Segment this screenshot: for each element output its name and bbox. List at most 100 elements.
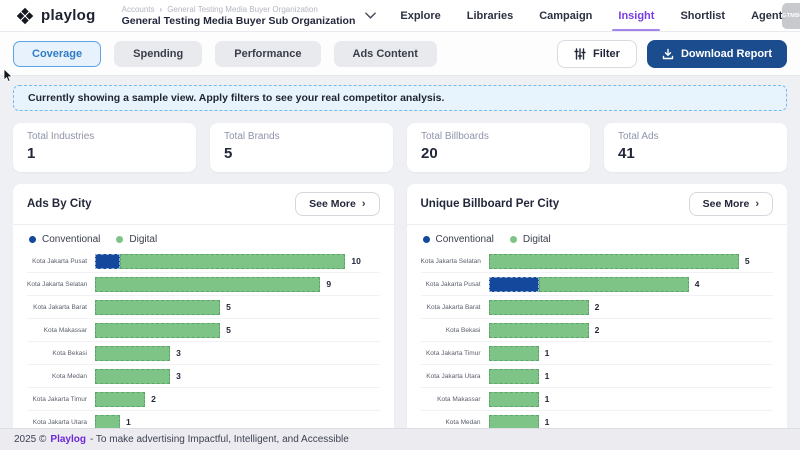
breadcrumb: Accounts › General Testing Media Buyer O… bbox=[122, 5, 356, 14]
legend-label: Conventional bbox=[436, 234, 494, 245]
tab-spending[interactable]: Spending bbox=[114, 41, 202, 67]
bar-row: Kota Jakarta Pusat10 bbox=[27, 250, 380, 273]
bar-category-label: Kota Bekasi bbox=[27, 350, 95, 357]
stat-value: 20 bbox=[421, 145, 576, 162]
bar-segment-digital[interactable] bbox=[489, 254, 739, 269]
bar-segment-digital[interactable] bbox=[489, 369, 539, 384]
chevron-right-icon: › bbox=[755, 198, 759, 210]
logo-text: playlog bbox=[41, 7, 96, 24]
legend-label: Digital bbox=[523, 234, 551, 245]
bar-track: 10 bbox=[95, 254, 380, 269]
legend-label: Conventional bbox=[42, 234, 100, 245]
nav-item-campaign[interactable]: Campaign bbox=[539, 0, 592, 31]
legend-item-conventional: Conventional bbox=[29, 234, 100, 245]
bar-category-label: Kota Jakarta Utara bbox=[27, 419, 95, 426]
breadcrumb-separator: › bbox=[160, 5, 163, 14]
see-more-button[interactable]: See More › bbox=[689, 192, 773, 216]
footer-tagline: - To make advertising Impactful, Intelli… bbox=[90, 434, 349, 445]
bar-segment-digital[interactable] bbox=[489, 392, 539, 407]
bar-row: Kota Jakarta Pusat4 bbox=[421, 273, 774, 296]
main-content: Currently showing a sample view. Apply f… bbox=[0, 76, 800, 433]
bar-row: Kota Jakarta Selatan9 bbox=[27, 273, 380, 296]
stat-label: Total Brands bbox=[224, 131, 379, 142]
legend-label: Digital bbox=[129, 234, 157, 245]
digital-dot-icon bbox=[510, 236, 517, 243]
tab-coverage[interactable]: Coverage bbox=[13, 41, 101, 67]
digital-dot-icon bbox=[116, 236, 123, 243]
organization-selector[interactable]: Accounts › General Testing Media Buyer O… bbox=[110, 5, 387, 27]
bar-segment-digital[interactable] bbox=[95, 346, 170, 361]
bar-segment-digital[interactable] bbox=[489, 300, 589, 315]
download-icon bbox=[662, 48, 674, 60]
chevron-down-icon[interactable] bbox=[365, 12, 376, 19]
bar-value-label: 3 bbox=[176, 348, 181, 358]
sample-view-banner: Currently showing a sample view. Apply f… bbox=[13, 85, 787, 111]
stat-value: 41 bbox=[618, 145, 773, 162]
bar-track: 1 bbox=[489, 346, 774, 361]
bar-track: 2 bbox=[95, 392, 380, 407]
bar-track: 4 bbox=[489, 277, 774, 292]
footer-brand-link[interactable]: Playlog bbox=[50, 434, 86, 445]
bar-segment-digital[interactable] bbox=[489, 323, 589, 338]
see-more-label: See More bbox=[703, 198, 750, 210]
bar-segment-digital[interactable] bbox=[95, 323, 220, 338]
bar-row: Kota Makassar1 bbox=[421, 388, 774, 411]
legend-item-digital: Digital bbox=[116, 234, 157, 245]
bar-value-label: 4 bbox=[695, 279, 700, 289]
bar-category-label: Kota Jakarta Barat bbox=[27, 304, 95, 311]
nav-item-insight[interactable]: Insight bbox=[618, 0, 654, 31]
tab-performance[interactable]: Performance bbox=[215, 41, 320, 67]
bar-segment-digital[interactable] bbox=[539, 277, 689, 292]
bar-segment-digital[interactable] bbox=[489, 346, 539, 361]
chart-legend: Conventional Digital bbox=[407, 225, 788, 248]
stat-value: 1 bbox=[27, 145, 182, 162]
bar-row: Kota Jakarta Selatan5 bbox=[421, 250, 774, 273]
filter-button[interactable]: Filter bbox=[557, 40, 637, 68]
stat-card-total-ads: Total Ads 41 bbox=[604, 123, 787, 172]
nav-item-libraries[interactable]: Libraries bbox=[467, 0, 513, 31]
avatar[interactable]: GTMBO bbox=[782, 3, 800, 29]
bar-track: 5 bbox=[95, 300, 380, 315]
filter-button-label: Filter bbox=[593, 48, 620, 60]
bar-segment-digital[interactable] bbox=[95, 277, 320, 292]
playlog-logo-icon bbox=[16, 7, 34, 25]
bar-row: Kota Makassar5 bbox=[27, 319, 380, 342]
chart-card-ads-by-city: Ads By City See More › Conventional Digi… bbox=[13, 184, 394, 433]
bar-category-label: Kota Makassar bbox=[421, 396, 489, 403]
bar-segment-digital[interactable] bbox=[95, 300, 220, 315]
download-button-label: Download Report bbox=[681, 48, 772, 60]
bar-row: Kota Jakarta Timur1 bbox=[421, 342, 774, 365]
app-header: playlog Accounts › General Testing Media… bbox=[0, 0, 800, 32]
logo[interactable]: playlog bbox=[16, 7, 110, 25]
current-organization: General Testing Media Buyer Sub Organiza… bbox=[122, 15, 356, 27]
bar-segment-digital[interactable] bbox=[95, 392, 145, 407]
bar-track: 5 bbox=[489, 254, 774, 269]
bar-value-label: 2 bbox=[595, 302, 600, 312]
bar-category-label: Kota Jakarta Timur bbox=[421, 350, 489, 357]
bar-value-label: 3 bbox=[176, 371, 181, 381]
bar-category-label: Kota Makassar bbox=[27, 327, 95, 334]
stat-card-total-brands: Total Brands 5 bbox=[210, 123, 393, 172]
download-report-button[interactable]: Download Report bbox=[647, 40, 787, 68]
bar-track: 3 bbox=[95, 369, 380, 384]
bar-category-label: Kota Jakarta Utara bbox=[421, 373, 489, 380]
stat-label: Total Ads bbox=[618, 131, 773, 142]
chart-legend: Conventional Digital bbox=[13, 225, 394, 248]
bar-row: Kota Bekasi2 bbox=[421, 319, 774, 342]
bar-value-label: 1 bbox=[545, 371, 550, 381]
bar-segment-digital[interactable] bbox=[95, 369, 170, 384]
bar-segment-conventional[interactable] bbox=[489, 277, 539, 292]
nav-item-agent[interactable]: Agent bbox=[751, 0, 782, 31]
bar-track: 5 bbox=[95, 323, 380, 338]
breadcrumb-parent[interactable]: General Testing Media Buyer Organization bbox=[167, 5, 318, 14]
see-more-button[interactable]: See More › bbox=[295, 192, 379, 216]
bar-segment-conventional[interactable] bbox=[95, 254, 120, 269]
nav-item-explore[interactable]: Explore bbox=[400, 0, 440, 31]
tab-ads-content[interactable]: Ads Content bbox=[334, 41, 437, 67]
bar-segment-digital[interactable] bbox=[120, 254, 345, 269]
conventional-dot-icon bbox=[29, 236, 36, 243]
bar-category-label: Kota Medan bbox=[421, 419, 489, 426]
breadcrumb-root[interactable]: Accounts bbox=[122, 5, 155, 14]
bar-track: 3 bbox=[95, 346, 380, 361]
nav-item-shortlist[interactable]: Shortlist bbox=[680, 0, 725, 31]
